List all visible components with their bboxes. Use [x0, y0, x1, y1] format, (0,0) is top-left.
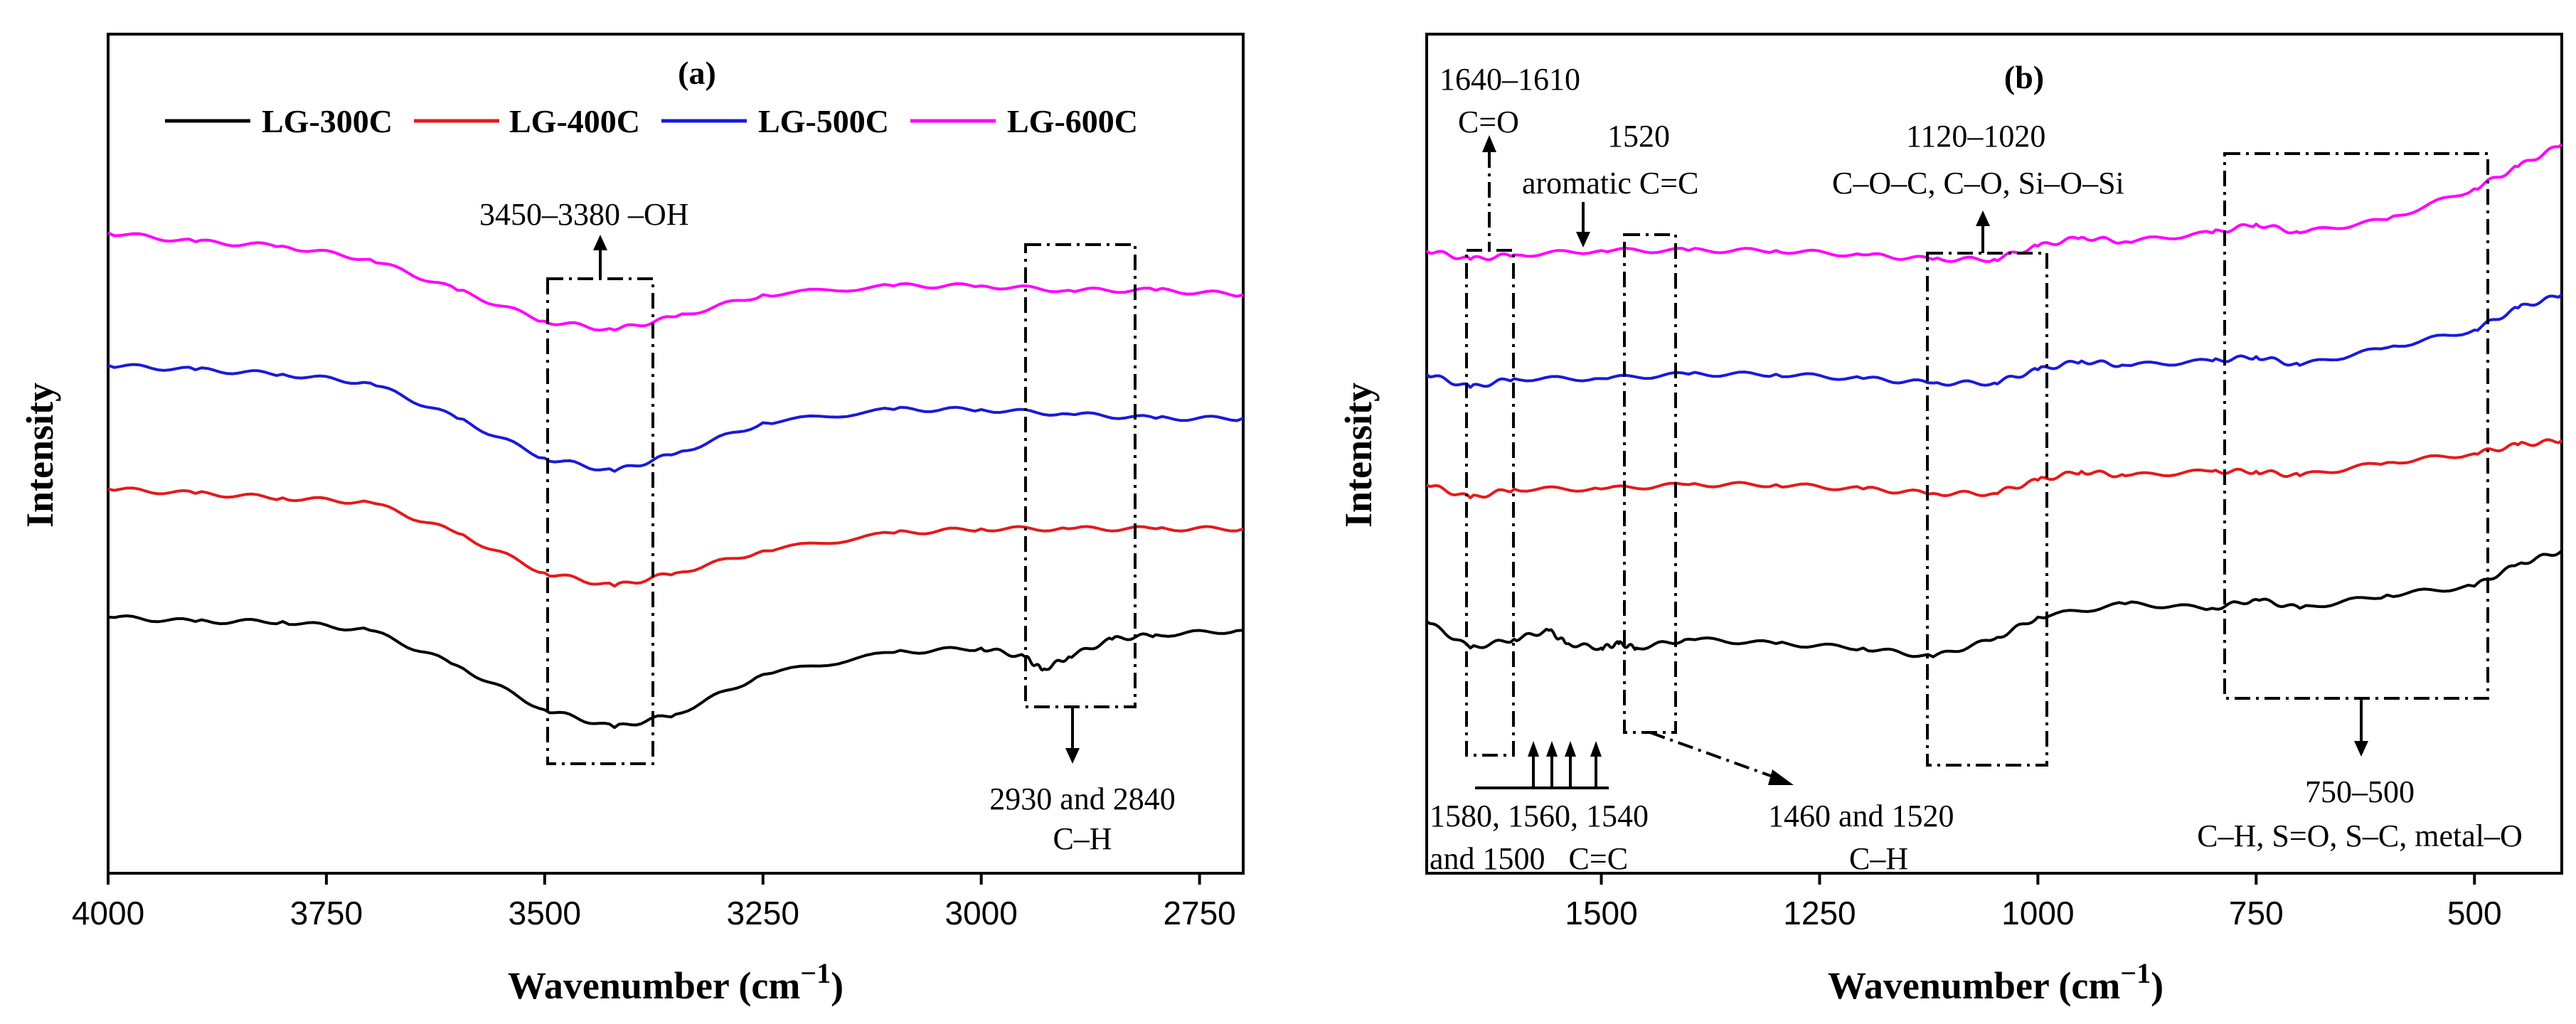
co-arrowhead — [1482, 135, 1496, 152]
aromatic-band-label-line2: aromatic C=C — [1522, 166, 1698, 201]
panel-a-annotations: 3450–3380 –OH 2930 and 2840 C–H — [479, 197, 1176, 856]
series-b-lg-600c — [1425, 143, 2563, 263]
oh-band-box — [546, 277, 654, 765]
metal-band-label-line1: 750–500 — [2305, 774, 2415, 809]
coc-band-label-line2: C–O–C, C–O, Si–O–Si — [1832, 166, 2124, 201]
co-band-box — [1465, 249, 1515, 757]
coc-band-box — [1926, 252, 2048, 767]
series-b-lg-300c — [1425, 550, 2563, 658]
x-tick-label-b-1000: 1000 — [2001, 895, 2074, 932]
cc-arrowhead-1540 — [1565, 741, 1576, 757]
ch-arrow-b — [1649, 731, 1777, 779]
panel-a-x-label: Wavenumber (cm−1) — [508, 957, 843, 1007]
oh-band-label: 3450–3380 –OH — [479, 197, 689, 232]
series-a-lg-600c — [107, 231, 1244, 332]
ch-band-box-a — [1024, 243, 1137, 708]
panel-a: 4000 3750 3500 3250 3000 2750 (a) LG-300C LG-… — [18, 33, 1245, 1007]
ch-band-label-b-line1: 1460 and 1520 — [1768, 799, 1954, 833]
panel-b-annotations: 1640–1610 C=O 1520 aromatic C=C 1120–102… — [1430, 62, 2523, 876]
series-a-lg-500c — [107, 363, 1244, 473]
panel-b-series — [1425, 143, 2563, 658]
cc-band-label-line1: 1580, 1560, 1540 — [1430, 799, 1649, 833]
panel-b-y-label: Intensity — [1337, 383, 1380, 528]
panel-a-frame — [107, 33, 1245, 875]
legend-label-lg600: LG-600C — [1007, 103, 1138, 139]
x-tick-label-b-1250: 1250 — [1783, 895, 1856, 932]
ch-band-label-b-line2: C–H — [1849, 841, 1908, 876]
series-b-lg-400c — [1425, 438, 2563, 500]
x-tick-label-b-1500: 1500 — [1565, 895, 1637, 932]
panel-b-label: (b) — [2004, 59, 2044, 95]
legend-label-lg500: LG-500C — [758, 103, 889, 139]
coc-band-label-line1: 1120–1020 — [1906, 119, 2045, 154]
panel-a-series — [107, 231, 1244, 730]
panel-b: 1500 1250 1000 750 500 (b) 1640–1610 C=O 152… — [1337, 33, 2563, 1007]
series-a-lg-300c — [107, 614, 1244, 730]
co-band-label-line1: 1640–1610 — [1439, 62, 1580, 97]
panel-a-label: (a) — [678, 55, 716, 91]
x-tick-label-a-3500: 3500 — [509, 895, 581, 932]
x-tick-label-a-2750: 2750 — [1163, 895, 1235, 932]
panel-a-x-ticks: 4000 3750 3500 3250 3000 2750 — [72, 873, 1236, 932]
legend: LG-300C LG-400C LG-500C LG-600C — [165, 103, 1138, 139]
oh-arrowhead — [593, 235, 607, 250]
legend-label-lg300: LG-300C — [262, 103, 393, 139]
coc-arrowhead — [1976, 210, 1990, 226]
metal-band-box — [2223, 152, 2489, 700]
cc-arrowhead-1580 — [1528, 741, 1539, 757]
panel-a-y-label: Intensity — [18, 383, 61, 528]
panel-b-x-ticks: 1500 1250 1000 750 500 — [1565, 873, 2502, 932]
cc-band-label-line2: and 1500 C=C — [1430, 841, 1628, 876]
series-a-lg-400c — [107, 486, 1244, 588]
x-tick-label-a-3750: 3750 — [290, 895, 363, 932]
metal-band-label-line2: C–H, S=O, S–C, metal–O — [2197, 818, 2523, 853]
ch-band-label-a-line1: 2930 and 2840 — [989, 782, 1176, 816]
ch-arrowhead-a — [1065, 748, 1080, 764]
cc-arrowhead-1500 — [1590, 741, 1602, 757]
x-tick-label-a-3250: 3250 — [727, 895, 799, 932]
aromatic-band-label-line1: 1520 — [1607, 119, 1670, 154]
co-band-label-line2: C=O — [1458, 105, 1519, 139]
ch-arrowhead-b — [1768, 769, 1794, 785]
x-tick-label-a-4000: 4000 — [72, 895, 144, 932]
legend-label-lg400: LG-400C — [509, 103, 640, 139]
panel-b-x-label: Wavenumber (cm−1) — [1828, 957, 2163, 1007]
x-tick-label-b-750: 750 — [2229, 895, 2284, 932]
metal-arrowhead — [2354, 741, 2368, 757]
ch-band-label-a-line2: C–H — [1053, 821, 1112, 856]
cc-arrowhead-1560 — [1546, 741, 1558, 757]
aromatic-arrowhead — [1576, 232, 1590, 247]
panel-b-frame — [1425, 33, 2563, 875]
x-tick-label-a-3000: 3000 — [945, 895, 1018, 932]
x-tick-label-b-500: 500 — [2447, 895, 2502, 932]
series-b-lg-500c — [1425, 293, 2563, 389]
